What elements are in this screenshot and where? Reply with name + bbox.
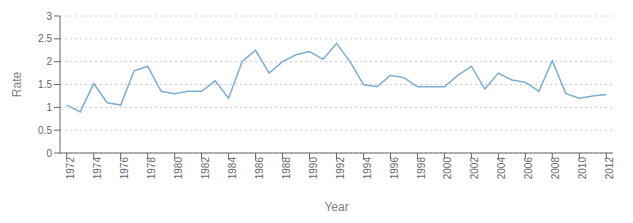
svg-text:2002: 2002 xyxy=(469,157,480,180)
svg-text:2004: 2004 xyxy=(496,157,507,180)
svg-text:2000: 2000 xyxy=(443,157,454,180)
svg-text:1988: 1988 xyxy=(281,157,292,180)
svg-text:2012: 2012 xyxy=(604,157,615,180)
svg-text:2: 2 xyxy=(46,56,52,67)
svg-text:2006: 2006 xyxy=(523,157,534,180)
svg-text:1978: 1978 xyxy=(146,157,157,180)
svg-text:1998: 1998 xyxy=(416,157,427,180)
svg-text:1972: 1972 xyxy=(65,157,76,180)
svg-text:1.5: 1.5 xyxy=(38,79,52,90)
svg-text:1974: 1974 xyxy=(92,157,103,180)
svg-text:1990: 1990 xyxy=(308,157,319,180)
svg-text:3: 3 xyxy=(46,11,52,22)
svg-text:1976: 1976 xyxy=(119,157,130,180)
svg-text:1980: 1980 xyxy=(173,157,184,180)
svg-text:1982: 1982 xyxy=(200,157,211,180)
svg-text:1984: 1984 xyxy=(227,157,238,180)
svg-text:1996: 1996 xyxy=(389,157,400,180)
svg-text:1: 1 xyxy=(46,102,52,113)
svg-text:2.5: 2.5 xyxy=(38,33,52,44)
svg-text:Year: Year xyxy=(324,200,348,214)
svg-text:Rate: Rate xyxy=(10,72,24,98)
svg-text:0: 0 xyxy=(46,148,52,159)
svg-text:2010: 2010 xyxy=(577,157,588,180)
svg-text:1994: 1994 xyxy=(362,157,373,180)
svg-text:1986: 1986 xyxy=(254,157,265,180)
svg-text:2008: 2008 xyxy=(550,157,561,180)
svg-text:0.5: 0.5 xyxy=(38,125,52,136)
svg-text:1992: 1992 xyxy=(335,157,346,180)
